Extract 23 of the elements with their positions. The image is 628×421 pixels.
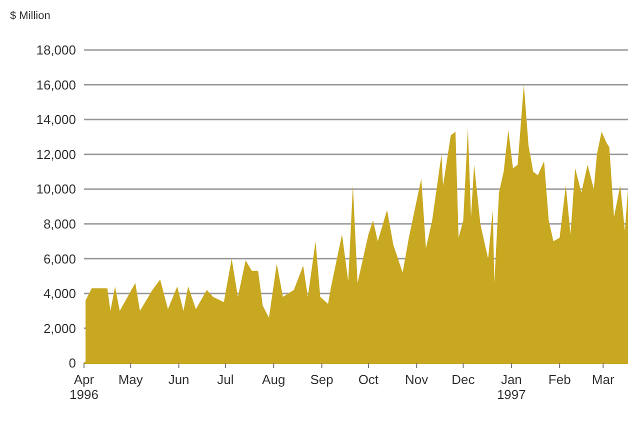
x-tick-label: Sep: [310, 372, 334, 387]
x-tick-label: Oct: [358, 372, 379, 387]
x-tick-label: May: [118, 372, 144, 387]
x-tick-label: Mar: [592, 372, 615, 387]
y-tick-label: 4,000: [43, 286, 76, 302]
y-tick-label: 14,000: [36, 112, 76, 128]
y-tick-label: 16,000: [36, 77, 76, 92]
x-tick-label: Feb: [548, 372, 571, 387]
x-tick-label: Apr 1996: [70, 372, 98, 402]
x-tick-label: Jan 1997: [496, 372, 526, 402]
x-tick-label: Jul: [217, 372, 234, 387]
y-tick-label: 18,000: [36, 42, 76, 58]
x-tick-label: Aug: [262, 372, 286, 387]
y-tick-label: 8,000: [43, 216, 76, 232]
y-tick-label: 10,000: [36, 182, 76, 197]
x-tick-label: Dec: [452, 372, 476, 387]
x-tick-label: Nov: [405, 372, 429, 387]
y-tick-label: 2,000: [43, 320, 76, 336]
y-axis-title: $ Million: [10, 10, 50, 22]
y-tick-label: 12,000: [36, 146, 76, 162]
x-tick-label: Jun: [168, 372, 190, 387]
y-tick-label: 6,000: [43, 251, 76, 266]
y-tick-label: 0: [68, 356, 76, 371]
